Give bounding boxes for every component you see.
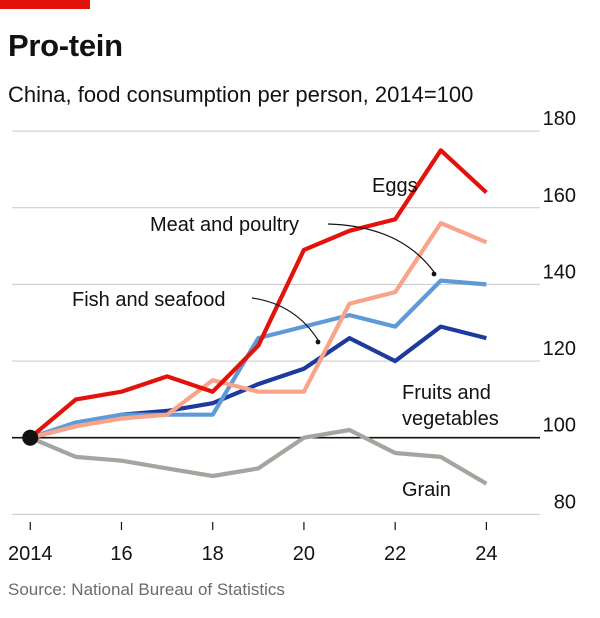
label-meat-and-poultry: Meat and poultry — [150, 214, 299, 236]
label-fruits-and-vegetables-line1: Fruits and — [402, 382, 491, 404]
x-tick-label: 18 — [202, 543, 224, 565]
label-grain: Grain — [402, 479, 451, 501]
chart-title: Pro-tein — [8, 28, 123, 63]
x-tick-label: 20 — [293, 543, 315, 565]
leader-meat-and-poultry — [327, 223, 435, 273]
leader-dot-fish-and-seafood — [315, 339, 321, 345]
y-tick-label: 120 — [543, 338, 576, 360]
x-tick-label: 16 — [110, 543, 132, 565]
axis-ticks: 80 100 120 140 160 180 2014 16 18 20 22 24 — [8, 108, 576, 565]
series-lines — [22, 148, 488, 486]
x-tick-label: 2014 — [8, 543, 53, 565]
label-fruits-and-vegetables-line2: vegetables — [402, 408, 499, 430]
leader-fish-and-seafood — [251, 297, 319, 341]
leader-dot-meat-and-poultry — [431, 271, 437, 277]
brand-tag — [0, 0, 90, 9]
series-labels: Eggs Meat and poultry Fish and seafood Frui… — [72, 175, 499, 501]
x-tick-label: 22 — [384, 543, 406, 565]
label-fish-and-seafood: Fish and seafood — [72, 289, 225, 311]
y-tick-label: 80 — [554, 491, 576, 513]
series-line-eggs — [28, 148, 488, 440]
y-tick-label: 160 — [543, 185, 576, 207]
series-line-fish-and-seafood — [29, 278, 487, 440]
chart-subtitle: China, food consumption per person, 2014… — [8, 82, 474, 107]
label-eggs: Eggs — [372, 175, 418, 197]
y-tick-label: 180 — [543, 108, 576, 130]
series-line-grain — [29, 427, 488, 486]
origin-dot — [22, 429, 39, 446]
series-line-meat-and-poultry — [29, 221, 488, 440]
source-note: Source: National Bureau of Statistics — [8, 580, 285, 599]
y-tick-label: 100 — [543, 415, 576, 437]
x-tick-label: 24 — [475, 543, 497, 565]
y-tick-label: 140 — [543, 261, 576, 283]
gridlines — [12, 130, 540, 515]
